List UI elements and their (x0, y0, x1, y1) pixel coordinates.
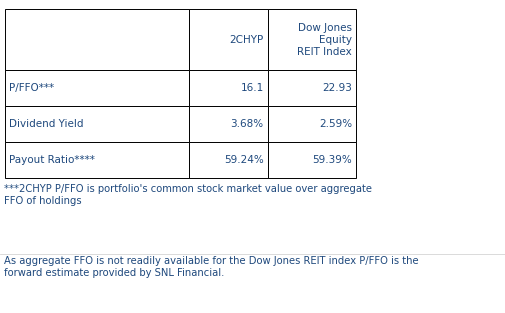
Text: 22.93: 22.93 (322, 84, 352, 93)
Text: 16.1: 16.1 (240, 84, 264, 93)
Text: Payout Ratio****: Payout Ratio**** (9, 156, 95, 165)
Text: 2CHYP: 2CHYP (229, 35, 264, 45)
Bar (5, 142, 189, 178)
Bar (268, 9, 356, 70)
Text: Dow Jones
Equity
REIT Index: Dow Jones Equity REIT Index (297, 23, 352, 57)
Text: ***2CHYP P/FFO is portfolio's common stock market value over aggregate
FFO of ho: ***2CHYP P/FFO is portfolio's common sto… (4, 184, 372, 207)
Bar (189, 70, 268, 106)
Text: Dividend Yield: Dividend Yield (9, 120, 84, 129)
Bar (268, 106, 356, 142)
Text: 3.68%: 3.68% (230, 120, 264, 129)
Text: 59.39%: 59.39% (312, 156, 352, 165)
Bar (189, 106, 268, 142)
Bar (268, 70, 356, 106)
Bar (189, 142, 268, 178)
Text: 2.59%: 2.59% (319, 120, 352, 129)
Text: 59.24%: 59.24% (224, 156, 264, 165)
Bar (5, 106, 189, 142)
Text: As aggregate FFO is not readily available for the Dow Jones REIT index P/FFO is : As aggregate FFO is not readily availabl… (4, 256, 419, 279)
Bar (189, 9, 268, 70)
Bar (268, 142, 356, 178)
Bar (5, 70, 189, 106)
Text: P/FFO***: P/FFO*** (9, 84, 54, 93)
Bar (5, 9, 189, 70)
